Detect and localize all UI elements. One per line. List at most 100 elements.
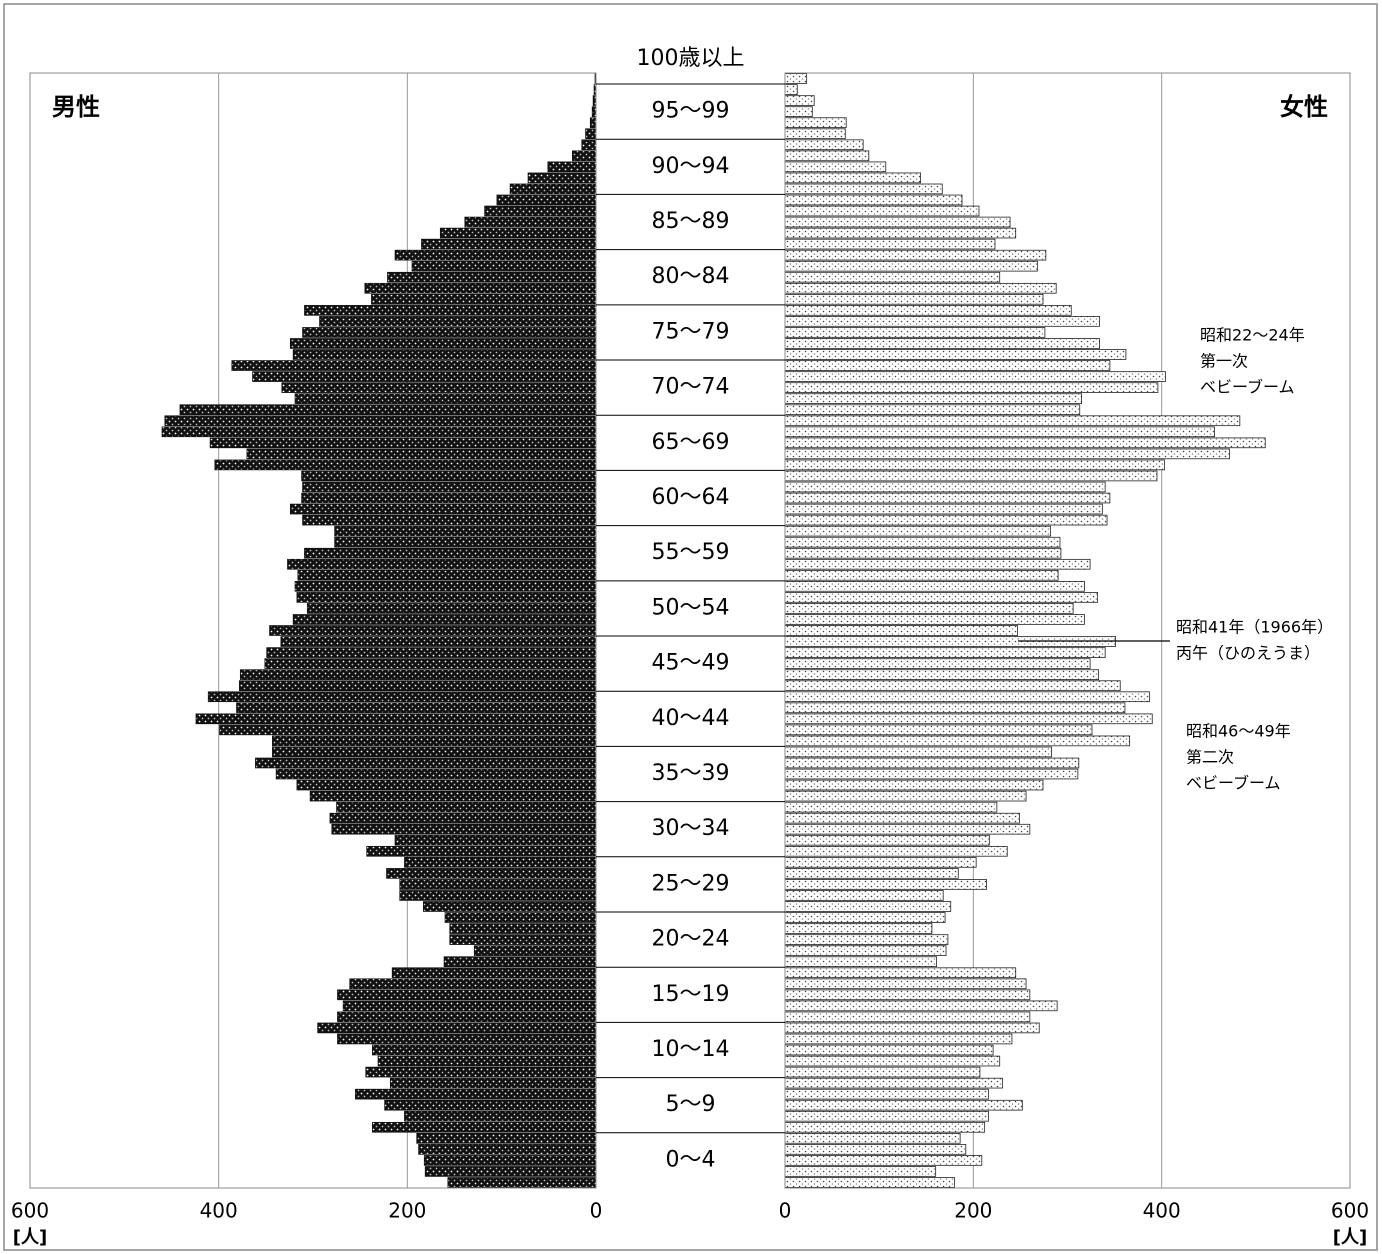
male-bar bbox=[281, 382, 597, 393]
female-bar bbox=[784, 614, 1085, 625]
male-bar bbox=[473, 945, 597, 956]
female-bar bbox=[784, 426, 1215, 438]
female-bar bbox=[784, 669, 1099, 680]
female-bar bbox=[784, 216, 1011, 228]
male-bar bbox=[527, 172, 597, 184]
age-group-label: 60～64 bbox=[652, 485, 730, 510]
male-bar bbox=[416, 1133, 597, 1144]
male-bar bbox=[292, 614, 597, 625]
age-group-label: 20～24 bbox=[652, 927, 730, 952]
male-bar bbox=[389, 1077, 597, 1089]
male-bar bbox=[280, 636, 597, 647]
male-bar bbox=[355, 1088, 597, 1100]
female-bar bbox=[784, 205, 980, 217]
male-bar bbox=[444, 912, 597, 923]
male-bar bbox=[394, 249, 597, 261]
age-group-label: 10～14 bbox=[652, 1037, 730, 1062]
male-bar bbox=[302, 481, 597, 493]
male-bar bbox=[365, 1066, 597, 1078]
male-bar bbox=[399, 879, 597, 890]
male-bar bbox=[301, 492, 597, 504]
female-bar bbox=[784, 194, 963, 206]
female-bar bbox=[784, 1177, 955, 1188]
age-group-label: 45～49 bbox=[652, 651, 730, 676]
female-bar bbox=[784, 327, 1046, 338]
male-bar bbox=[496, 194, 597, 206]
legend-male: 男性 bbox=[52, 93, 100, 121]
annotation: 昭和41年（1966年） bbox=[1176, 618, 1333, 637]
male-bar bbox=[289, 338, 597, 349]
age-group-label: 55～59 bbox=[652, 540, 730, 565]
male-bar bbox=[439, 227, 597, 239]
female-bar bbox=[784, 713, 1153, 725]
male-bar bbox=[364, 282, 597, 294]
female-bar bbox=[784, 128, 846, 140]
male-bar bbox=[464, 216, 597, 228]
male-bar bbox=[239, 669, 597, 680]
male-bar bbox=[294, 393, 597, 404]
annotation: 第二次 bbox=[1186, 748, 1234, 767]
age-group-label: 5～9 bbox=[666, 1092, 716, 1117]
male-bar bbox=[209, 437, 597, 449]
male-bar bbox=[509, 183, 597, 195]
female-bar bbox=[784, 1077, 1003, 1089]
age-group-label: 30～34 bbox=[652, 816, 730, 841]
female-bar bbox=[784, 989, 1031, 1001]
female-bar bbox=[784, 536, 1061, 548]
female-bar bbox=[784, 746, 1052, 758]
male-bar bbox=[319, 316, 597, 327]
female-bar bbox=[784, 735, 1131, 747]
female-bar bbox=[784, 1099, 1023, 1111]
female-bar bbox=[784, 558, 1091, 570]
male-bar bbox=[301, 470, 597, 482]
x-axis-unit: [人] bbox=[13, 1227, 47, 1248]
male-bar bbox=[547, 161, 597, 173]
female-bar bbox=[784, 779, 1044, 791]
male-bar bbox=[449, 923, 597, 934]
male-bar bbox=[337, 989, 597, 1001]
age-group-label: 0～4 bbox=[666, 1147, 716, 1172]
female-bar bbox=[784, 382, 1159, 393]
female-bar bbox=[784, 437, 1266, 449]
x-tick-label: 400 bbox=[1143, 1199, 1181, 1223]
female-bar bbox=[784, 890, 944, 901]
male-frame bbox=[29, 72, 597, 1189]
female-bar bbox=[784, 525, 1051, 537]
female-bar bbox=[784, 1066, 981, 1078]
male-bar bbox=[296, 592, 597, 603]
male-bar bbox=[329, 812, 597, 824]
annotation: 丙午（ひのえうま） bbox=[1176, 644, 1320, 663]
male-bar bbox=[292, 349, 597, 360]
female-frame bbox=[784, 72, 1351, 1189]
female-bar bbox=[784, 73, 808, 84]
female-bar bbox=[784, 1133, 961, 1144]
male-bar bbox=[334, 536, 597, 548]
male-bar bbox=[304, 547, 597, 559]
female-bar bbox=[784, 161, 887, 173]
male-bar bbox=[449, 934, 597, 945]
female-bar bbox=[784, 812, 1020, 824]
age-group-label: 80～84 bbox=[652, 264, 730, 289]
female-bar bbox=[784, 371, 1166, 382]
x-tick-label: 200 bbox=[954, 1199, 992, 1223]
male-bar bbox=[239, 680, 597, 692]
male-bar bbox=[337, 1033, 597, 1045]
male-bar bbox=[252, 371, 597, 382]
male-bar bbox=[289, 503, 597, 515]
male-bar bbox=[387, 271, 597, 283]
female-bar bbox=[784, 1022, 1040, 1034]
male-bar bbox=[266, 647, 597, 658]
male-bar bbox=[304, 305, 597, 316]
age-group-label: 95～99 bbox=[652, 99, 730, 124]
male-bar bbox=[589, 117, 597, 128]
male-bar bbox=[309, 790, 597, 802]
female-bar bbox=[784, 1055, 1001, 1067]
x-axis-unit: [人] bbox=[1333, 1227, 1367, 1248]
female-bar bbox=[784, 117, 847, 128]
female-bar bbox=[784, 945, 947, 956]
male-bar bbox=[399, 890, 597, 901]
female-bar bbox=[784, 823, 1031, 835]
female-bar bbox=[784, 1155, 983, 1166]
male-bar bbox=[272, 746, 597, 758]
